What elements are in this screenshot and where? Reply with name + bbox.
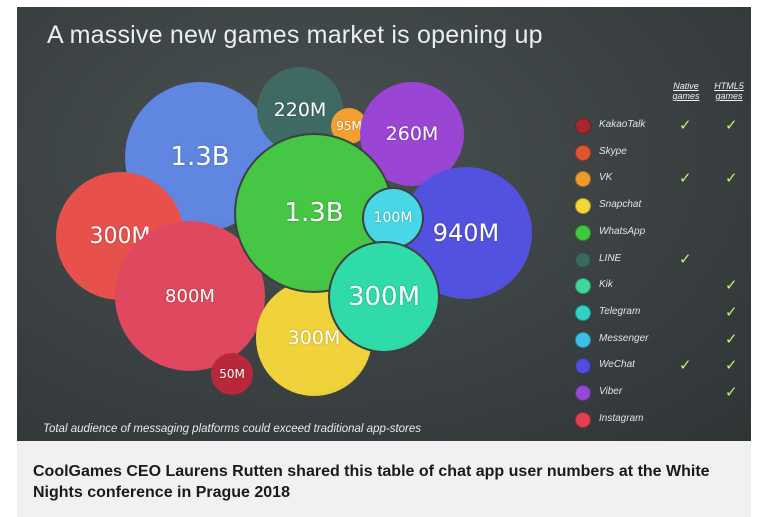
legend-color-dot [575,171,591,188]
legend-label: Snapchat [599,199,642,211]
bubble-label: 300M [347,282,421,312]
legend-color-dot [575,278,591,295]
legend-item-skype: Skype [575,143,750,163]
legend-label: VK [599,172,613,184]
legend-label: Viber [599,386,623,397]
native-games-header: Native games [672,81,700,101]
legend-color-dot [575,198,591,215]
image-caption: CoolGames CEO Laurens Rutten shared this… [33,463,710,501]
conference-slide-photo: A massive new games market is opening up… [17,7,751,441]
legend-color-dot [575,144,591,161]
bubble-7: 100M [364,189,422,247]
legend-label: Messenger [599,332,649,344]
legend-color-dot [575,385,591,401]
html5-games-header: HTML5 games [714,81,744,101]
native-check-icon: ✓ [679,169,692,188]
legend-label: KakaoTalk [599,119,646,130]
slide-title: A massive new games market is opening up [47,21,543,49]
html5-check-icon: ✓ [725,169,738,188]
native-check-icon: ✓ [679,116,692,134]
native-check-icon: ✓ [679,249,692,268]
legend-color-dot [575,411,591,428]
bubble-label: 940M [432,219,500,247]
legend-label: WhatsApp [599,225,646,237]
html5-check-icon: ✓ [725,329,738,348]
legend-label: WeChat [599,359,635,371]
bubble-9: 300M [330,243,438,351]
native-check-icon: ✓ [679,356,692,375]
bubble-label: 100M [373,210,413,226]
legend-color-dot [575,118,591,134]
legend-item-kik: Kik ✓ [575,276,750,296]
bubble-label: 800M [165,285,215,307]
legend-color-dot [575,251,591,268]
bubble-11: 50M [211,353,253,395]
legend-label: Telegram [599,305,641,317]
legend-item-kakaotalk: KakaoTalk ✓ ✓ [575,116,750,136]
legend-item-telegram: Telegram ✓ [575,303,750,323]
bubble-label: 50M [219,367,245,381]
bubble-label: 1.3B [170,142,230,172]
bubble-label: 220M [273,99,327,121]
legend-color-dot [575,331,591,348]
bubble-5: 800M [115,221,265,371]
legend-item-whatsapp: WhatsApp [575,223,750,243]
legend-color-dot [575,224,591,241]
legend-item-line: LINE ✓ [575,250,750,270]
legend-item-vk: VK ✓ ✓ [575,169,750,189]
bubble-label: 95M [336,119,362,133]
legend-color-dot [575,358,591,375]
legend-item-viber: Viber ✓ [575,383,750,403]
legend-item-messenger: Messenger ✓ [575,330,750,350]
legend-item-wechat: WeChat ✓ ✓ [575,356,750,376]
legend-item-instagram: Instagram [575,410,750,430]
html5-check-icon: ✓ [725,276,738,295]
html5-check-icon: ✓ [725,116,738,134]
html5-check-icon: ✓ [725,302,738,321]
legend-item-snapchat: Snapchat [575,196,750,216]
html5-check-icon: ✓ [725,383,738,401]
legend-label: Instagram [599,412,644,424]
legend-label: Skype [599,145,627,157]
bubble-label: 1.3B [284,198,344,228]
legend-color-dot [575,304,591,321]
legend-label: Kik [599,279,613,291]
legend-label: LINE [599,252,622,264]
slide-footnote: Total audience of messaging platforms co… [43,423,422,435]
bubble-label: 300M [287,327,341,349]
image-caption-box: CoolGames CEO Laurens Rutten shared this… [17,441,751,517]
html5-check-icon: ✓ [725,356,738,375]
bubble-label: 260M [385,123,439,145]
